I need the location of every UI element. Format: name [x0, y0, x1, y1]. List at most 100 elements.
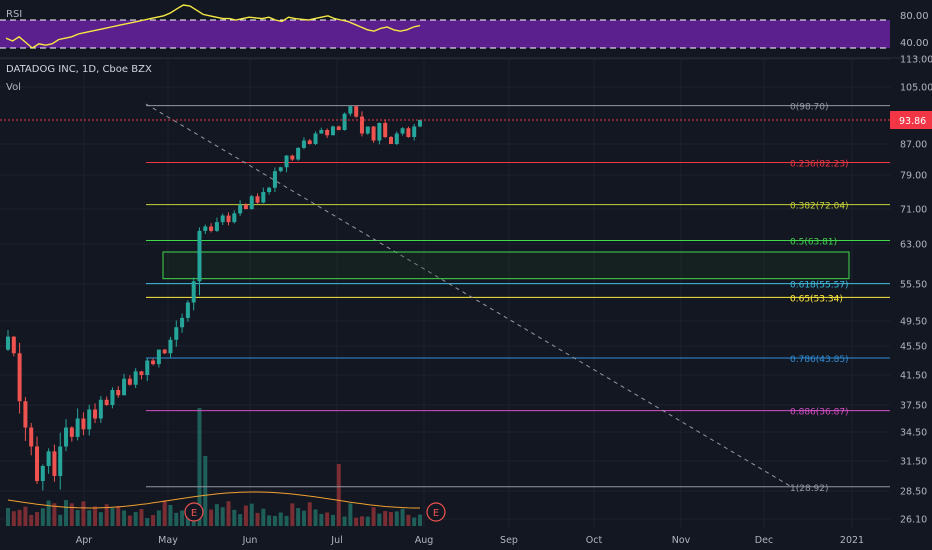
time-tick-label: Oct: [586, 535, 603, 546]
price-tick-label: 26.10: [900, 515, 927, 526]
candle-body: [365, 126, 370, 134]
volume-bar: [110, 507, 115, 526]
volume-bar: [11, 511, 16, 526]
volume-bar: [64, 500, 69, 526]
fib-level-label: 0.786(43.85): [790, 355, 849, 365]
candle-body: [284, 155, 289, 168]
volume-bar: [168, 504, 173, 526]
candle-body: [214, 222, 219, 231]
volume-bar: [151, 515, 156, 526]
volume-bar: [342, 516, 347, 526]
volume-bar: [145, 517, 150, 526]
volume-bar: [371, 507, 376, 526]
candle-body: [226, 215, 231, 223]
candle-body: [359, 116, 364, 134]
volume-bar: [284, 515, 289, 526]
volume-bar: [249, 503, 254, 526]
candle-body: [406, 128, 411, 138]
price-axis[interactable]: 113.00 105.00 93.86 87.00 79.00 71.00 63.00 55.…: [890, 55, 932, 526]
volume-bar: [46, 500, 51, 526]
volume-bar: [388, 512, 393, 526]
candle-body: [75, 418, 80, 437]
price-tick-label: 41.50: [900, 371, 927, 382]
rsi-pane: RSI 80.00 40.00: [0, 4, 929, 49]
candle-body: [156, 349, 161, 365]
candle-body: [40, 466, 45, 481]
candle-body: [418, 120, 422, 127]
rsi-label: RSI: [6, 9, 22, 20]
candle-body: [238, 204, 243, 214]
price-tick-label: 31.50: [900, 457, 927, 468]
time-tick-label: Jul: [330, 535, 342, 546]
fib-level-label: 0.382(72.04): [790, 202, 849, 212]
fib-level-label: 0.886(36.87): [790, 408, 849, 418]
candle-body: [64, 427, 69, 447]
rsi-tick-40: 40.00: [900, 38, 929, 49]
price-tick-label: 87.00: [900, 140, 927, 151]
candle-body: [313, 133, 318, 144]
volume-bar: [6, 507, 10, 526]
candle-body: [278, 167, 283, 172]
volume-bar: [296, 508, 301, 526]
volume-bar: [354, 517, 359, 526]
volume-ma-line: [7, 491, 420, 509]
rsi-tick-80: 80.00: [900, 11, 929, 22]
candle-body: [191, 281, 196, 303]
candle-body: [301, 140, 306, 148]
volume-bar: [255, 512, 260, 526]
fib-level-label: 0.65(53.34): [790, 294, 843, 304]
volume-bar: [261, 508, 266, 526]
volume-bar: [174, 512, 179, 526]
candle-body: [371, 126, 376, 141]
candle-body: [174, 327, 179, 340]
candle-body: [17, 353, 22, 402]
volume-bar: [58, 514, 63, 526]
volume-bar: [104, 504, 109, 526]
volume-bar: [197, 408, 202, 526]
earnings-marker-aug[interactable]: E: [426, 502, 446, 522]
volume-bar: [75, 510, 80, 526]
candle-body: [290, 155, 295, 160]
volume-bar: [406, 514, 411, 526]
candle-body: [220, 215, 225, 223]
volume-bar: [133, 512, 138, 526]
fib-level-label: 1(28.92): [790, 484, 829, 494]
candle-body: [145, 360, 150, 375]
volume-bar: [180, 510, 185, 526]
candle-body: [243, 204, 248, 209]
candle-body: [29, 427, 34, 447]
earnings-label: E: [191, 508, 197, 519]
candle-body: [330, 126, 335, 136]
candle-body: [412, 126, 417, 138]
candlesticks: [6, 105, 422, 491]
candle-body: [296, 147, 301, 160]
candle-body: [394, 133, 399, 144]
volume-bar: [400, 508, 405, 526]
volume-bar: [122, 510, 127, 526]
candle-body: [69, 427, 74, 437]
earnings-marker-may[interactable]: E: [184, 502, 204, 522]
volume-label: Vol: [6, 82, 21, 93]
volume-bar: [232, 509, 237, 526]
price-tick-label: 37.50: [900, 401, 927, 412]
fib-retracement[interactable]: 0(98.70) 0.236(82.23) 0.382(72.04) 0.5(63.8…: [146, 103, 890, 494]
candle-body: [58, 446, 63, 476]
price-tick-label: 71.00: [900, 205, 927, 216]
fib-trend-line[interactable]: [145, 103, 791, 487]
candle-body: [209, 226, 214, 231]
time-tick-label: Jun: [242, 535, 258, 546]
candle-body: [325, 130, 330, 136]
time-axis[interactable]: Apr May Jun Jul Aug Sep Oct Nov Dec 2021: [76, 535, 864, 546]
volume-bar: [156, 510, 161, 526]
volume-bar: [17, 509, 22, 526]
candle-body: [162, 349, 167, 354]
volume-bar: [209, 509, 214, 526]
candle-body: [81, 418, 86, 430]
volume-bar: [69, 503, 74, 526]
support-zone-rect[interactable]: [162, 251, 850, 280]
volume-bar: [220, 507, 225, 526]
candle-body: [249, 196, 254, 209]
price-tick-label: 34.50: [900, 428, 927, 439]
